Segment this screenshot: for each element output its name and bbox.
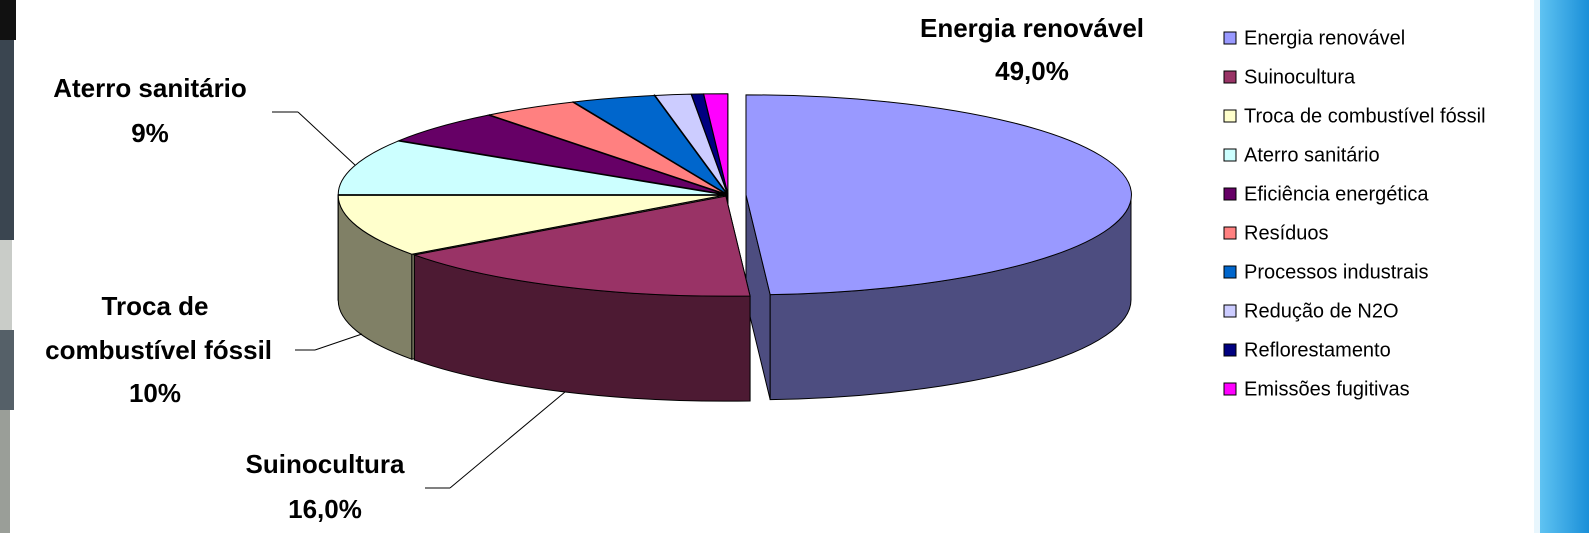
data-label-value: 49,0%: [995, 56, 1069, 86]
leader-line: [314, 333, 363, 351]
legend-label: Aterro sanitário: [1244, 144, 1380, 166]
legend-label: Redução de N2O: [1244, 300, 1399, 322]
legend-swatch: [1223, 70, 1237, 84]
legend-swatch: [1223, 148, 1237, 162]
legend-swatch: [1223, 265, 1237, 279]
data-labels: Energia renovável 49,0% Suinocultura 16,0% T…: [38, 13, 1144, 524]
legend-swatch: [1223, 226, 1237, 240]
slice: [412, 195, 751, 297]
legend-label: Processos industrais: [1244, 261, 1429, 283]
slice: [337, 194, 724, 255]
legend-label: Energia renovável: [1244, 27, 1405, 49]
data-label-name: Suinocultura: [246, 449, 405, 479]
legend: Energia renovável Suinocultura Troca de co…: [1223, 27, 1486, 400]
data-label-name: Troca de combustível fóssil: [38, 291, 272, 365]
slice: [397, 114, 725, 195]
legend-swatch: [1223, 343, 1237, 357]
leader-line: [449, 391, 566, 489]
legend-label: Suinocultura: [1244, 66, 1356, 88]
right-blue-strip: [1540, 0, 1589, 533]
legend-label: Emissões fugitivas: [1244, 378, 1410, 400]
data-label-value: 10%: [129, 378, 181, 408]
data-label-name: Energia renovável: [920, 13, 1144, 43]
pie-tops: [337, 93, 1132, 297]
slice: [572, 95, 727, 195]
legend-swatch: [1223, 109, 1237, 123]
slice: [487, 101, 726, 195]
legend-label: Eficiência energética: [1244, 183, 1429, 205]
slice: [703, 93, 729, 194]
slice: [745, 94, 1132, 296]
legend-swatch: [1223, 304, 1237, 318]
legend-label: Resíduos: [1244, 222, 1329, 244]
data-label-name: Aterro sanitário: [53, 73, 247, 103]
data-label-value: 9%: [131, 118, 169, 148]
data-label-value: 16,0%: [288, 494, 362, 524]
legend-label: Troca de combustível fóssil: [1244, 105, 1486, 127]
slice: [337, 140, 724, 196]
right-strip-edge: [1534, 0, 1540, 533]
legend-swatch: [1223, 382, 1237, 396]
leader-line: [297, 111, 356, 166]
legend-swatch: [1223, 31, 1237, 45]
legend-label: Reflorestamento: [1244, 339, 1391, 361]
left-photo-strip: [0, 0, 16, 533]
legend-swatch: [1223, 187, 1237, 201]
